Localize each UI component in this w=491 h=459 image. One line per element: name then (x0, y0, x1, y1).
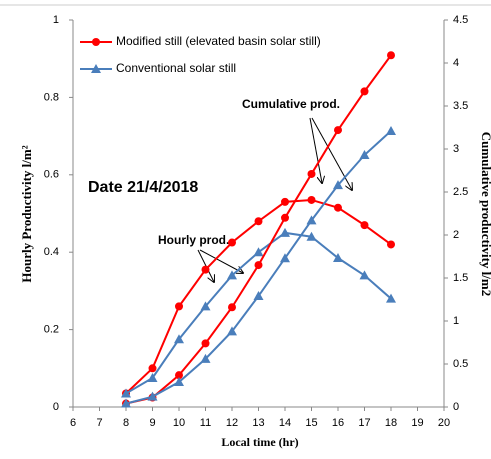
data-point (175, 302, 183, 311)
x-tick-label: 19 (411, 417, 423, 429)
y2-tick-label: 2.5 (453, 186, 468, 198)
data-point (280, 253, 290, 263)
data-point (333, 180, 343, 190)
annotation: Date 21/4/2018 (88, 179, 198, 196)
y-tick-label: 0.4 (44, 246, 59, 258)
y2-tick-label: 0.5 (453, 358, 468, 370)
y2-axis-label: Cumulative productivity l/m2 (479, 132, 491, 296)
x-axis-label: Local time (hr) (221, 435, 298, 449)
data-point (147, 372, 158, 382)
data-point (307, 195, 316, 204)
y2-tick-label: 3.5 (453, 100, 468, 112)
data-point (147, 391, 158, 401)
x-tick-label: 11 (200, 417, 211, 429)
data-point (201, 339, 210, 348)
data-point (334, 203, 342, 212)
annotation: Cumulative prod. (242, 97, 340, 111)
data-point (228, 303, 236, 312)
data-point (121, 398, 131, 408)
x-tick-label: 17 (358, 417, 370, 429)
data-point (386, 293, 396, 303)
series-line (125, 231, 392, 395)
x-tick-label: 13 (252, 417, 264, 429)
data-point (359, 270, 370, 280)
data-point (227, 326, 237, 336)
y-tick-label: 0.8 (44, 91, 59, 103)
x-tick-label: 10 (173, 417, 185, 429)
x-tick-label: 20 (438, 417, 450, 429)
data-point (359, 150, 370, 160)
x-tick-label: 8 (123, 417, 129, 429)
data-point (281, 213, 289, 222)
data-point (174, 377, 184, 387)
data-point (200, 301, 211, 311)
data-point (228, 238, 236, 247)
data-point (253, 247, 264, 257)
data-point (227, 270, 237, 280)
y2-tick-label: 3 (453, 143, 459, 155)
data-point (387, 240, 395, 249)
data-point (306, 215, 317, 225)
data-point (387, 51, 395, 60)
legend-label: Conventional solar still (116, 61, 236, 75)
data-point (306, 231, 317, 241)
y-tick-label: 0.6 (44, 169, 59, 181)
y-tick-label: 0 (53, 401, 59, 413)
y2-tick-label: 0 (453, 401, 459, 413)
x-tick-label: 9 (149, 417, 155, 429)
data-point (175, 371, 183, 380)
x-tick-label: 12 (226, 417, 238, 429)
y2-tick-label: 4 (453, 57, 459, 69)
y2-tick-label: 2 (453, 229, 459, 241)
data-point (333, 253, 343, 263)
data-point (254, 261, 263, 270)
data-point (360, 221, 369, 230)
x-tick-label: 6 (70, 417, 76, 429)
x-tick-label: 7 (96, 417, 102, 429)
y2-tick-label: 4.5 (453, 14, 468, 26)
arrows (197, 117, 352, 282)
annotation: Hourly prod. (158, 233, 229, 247)
data-point (200, 353, 211, 363)
x-tick-label: 15 (305, 417, 317, 429)
y-tick-label: 0.2 (44, 324, 59, 336)
y-tick-label: 1 (53, 14, 59, 26)
data-point (201, 265, 210, 274)
data-point (386, 125, 396, 135)
data-point (121, 388, 131, 398)
x-tick-label: 18 (385, 417, 397, 429)
data-point (281, 197, 289, 206)
data-point (280, 227, 290, 237)
data-point (148, 364, 157, 373)
legend-label: Modified still (elevated basin solar sti… (116, 34, 321, 48)
data-point (360, 87, 369, 96)
legend-marker (91, 64, 101, 73)
data-point (174, 334, 184, 344)
x-tick-label: 16 (332, 417, 344, 429)
data-point (253, 291, 264, 301)
data-point (254, 217, 263, 226)
x-tick-label: 14 (279, 417, 291, 429)
data-point (307, 169, 316, 178)
y-axis-label: Hourly Productivity l/m² (19, 145, 34, 282)
y2-tick-label: 1.5 (453, 272, 468, 284)
y2-tick-label: 1 (453, 315, 459, 327)
legend-marker (92, 38, 100, 46)
data-point (334, 126, 342, 135)
